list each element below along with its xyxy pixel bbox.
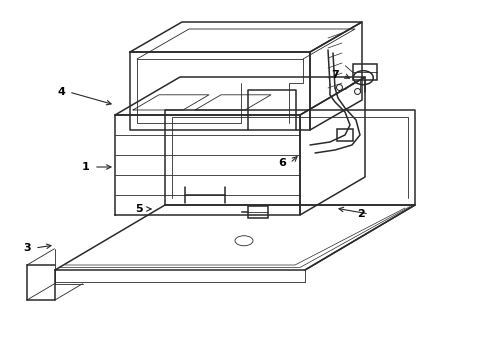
Text: 3: 3 xyxy=(23,243,31,253)
Text: 5: 5 xyxy=(135,204,142,214)
Text: 2: 2 xyxy=(356,209,364,219)
Text: 1: 1 xyxy=(82,162,90,172)
Text: 6: 6 xyxy=(278,158,285,168)
Text: 7: 7 xyxy=(330,70,338,80)
Text: 4: 4 xyxy=(57,87,65,97)
